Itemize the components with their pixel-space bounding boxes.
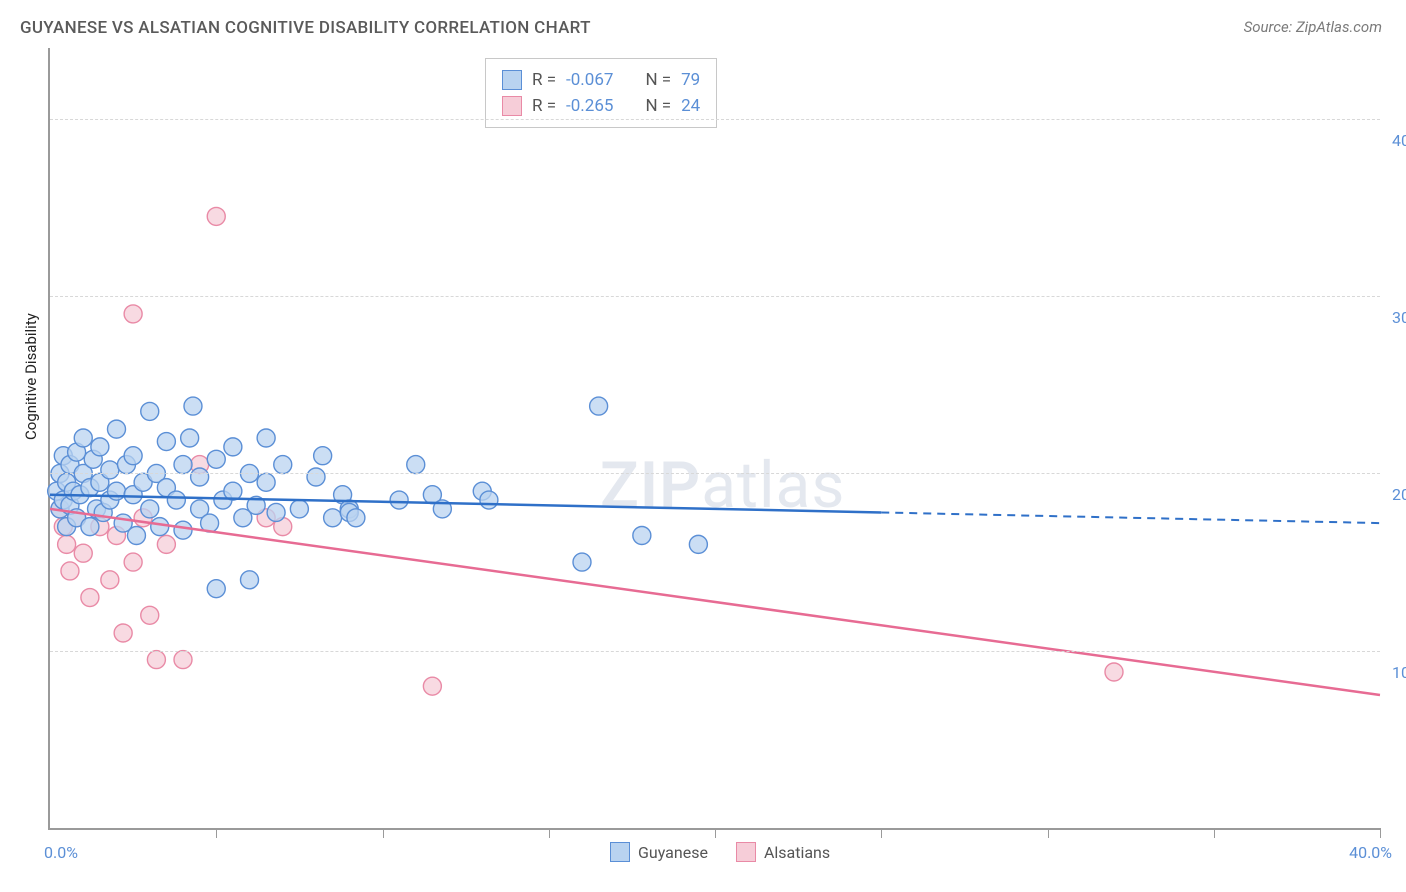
stat-r-label: R = bbox=[532, 67, 556, 93]
stat-r-1: -0.265 bbox=[566, 93, 613, 119]
scatter-point bbox=[207, 207, 225, 225]
gridline bbox=[50, 473, 1380, 474]
x-tick bbox=[881, 828, 882, 838]
scatter-point bbox=[141, 500, 159, 518]
scatter-point bbox=[267, 503, 285, 521]
x-tick bbox=[715, 828, 716, 838]
scatter-point bbox=[81, 589, 99, 607]
scatter-point bbox=[257, 473, 275, 491]
gridline bbox=[50, 651, 1380, 652]
stat-n-1: 24 bbox=[681, 93, 700, 119]
scatter-point bbox=[174, 651, 192, 669]
chart-source: Source: ZipAtlas.com bbox=[1244, 18, 1382, 36]
scatter-point bbox=[181, 429, 199, 447]
legend-item-guyanese: Guyanese bbox=[610, 842, 708, 862]
scatter-point bbox=[307, 468, 325, 486]
scatter-point bbox=[151, 518, 169, 536]
scatter-point bbox=[141, 402, 159, 420]
scatter-point bbox=[689, 535, 707, 553]
scatter-point bbox=[58, 535, 76, 553]
y-tick-label: 10.0% bbox=[1392, 663, 1406, 682]
scatter-point bbox=[224, 438, 242, 456]
scatter-point bbox=[407, 456, 425, 474]
gridline bbox=[50, 296, 1380, 297]
legend-swatch-guyanese bbox=[610, 842, 630, 862]
scatter-point bbox=[101, 461, 119, 479]
scatter-point bbox=[573, 553, 591, 571]
y-tick-label: 40.0% bbox=[1392, 131, 1406, 150]
x-tick bbox=[1380, 828, 1381, 838]
scatter-point bbox=[184, 397, 202, 415]
scatter-point bbox=[124, 447, 142, 465]
plot-area: ZIPatlas R = -0.067 N = 79 R = -0.265 bbox=[48, 48, 1380, 830]
scatter-point bbox=[167, 491, 185, 509]
y-tick-label: 20.0% bbox=[1392, 485, 1406, 504]
trend-line bbox=[50, 509, 1380, 695]
gridline bbox=[50, 119, 1380, 120]
scatter-point bbox=[274, 456, 292, 474]
stat-n-0: 79 bbox=[681, 67, 700, 93]
scatter-point bbox=[480, 491, 498, 509]
y-tick-label: 30.0% bbox=[1392, 308, 1406, 327]
scatter-point bbox=[207, 580, 225, 598]
scatter-point bbox=[241, 571, 259, 589]
stat-row-1: R = -0.265 N = 24 bbox=[502, 93, 700, 119]
x-axis-min: 0.0% bbox=[44, 843, 78, 862]
scatter-point bbox=[390, 491, 408, 509]
trend-line-ext bbox=[881, 512, 1380, 523]
scatter-point bbox=[127, 527, 145, 545]
x-tick bbox=[549, 828, 550, 838]
stat-r-label: R = bbox=[532, 93, 556, 119]
scatter-point bbox=[257, 429, 275, 447]
scatter-point bbox=[141, 606, 159, 624]
stat-row-0: R = -0.067 N = 79 bbox=[502, 67, 700, 93]
scatter-point bbox=[590, 397, 608, 415]
scatter-point bbox=[324, 509, 342, 527]
x-axis-max: 40.0% bbox=[1349, 843, 1392, 862]
legend-swatch-alsatians bbox=[736, 842, 756, 862]
scatter-point bbox=[423, 677, 441, 695]
x-tick bbox=[383, 828, 384, 838]
scatter-point bbox=[61, 562, 79, 580]
stat-legend: R = -0.067 N = 79 R = -0.265 N = 24 bbox=[485, 58, 717, 128]
stat-r-0: -0.067 bbox=[566, 67, 613, 93]
stat-n-label: N = bbox=[645, 67, 671, 93]
bottom-legend: Guyanese Alsatians bbox=[610, 842, 830, 862]
scatter-point bbox=[157, 433, 175, 451]
legend-item-alsatians: Alsatians bbox=[736, 842, 830, 862]
swatch-alsatians bbox=[502, 96, 522, 116]
plot-svg bbox=[50, 48, 1380, 828]
scatter-point bbox=[314, 447, 332, 465]
scatter-point bbox=[91, 438, 109, 456]
y-axis-label: Cognitive Disability bbox=[22, 313, 40, 440]
scatter-point bbox=[633, 527, 651, 545]
legend-label-alsatians: Alsatians bbox=[764, 843, 830, 862]
scatter-point bbox=[207, 450, 225, 468]
scatter-point bbox=[114, 624, 132, 642]
scatter-point bbox=[101, 571, 119, 589]
swatch-guyanese bbox=[502, 70, 522, 90]
scatter-point bbox=[174, 456, 192, 474]
x-tick bbox=[1214, 828, 1215, 838]
scatter-point bbox=[74, 544, 92, 562]
scatter-point bbox=[1105, 663, 1123, 681]
scatter-point bbox=[124, 305, 142, 323]
stat-n-label: N = bbox=[645, 93, 671, 119]
chart-container: GUYANESE VS ALSATIAN COGNITIVE DISABILIT… bbox=[0, 0, 1406, 892]
scatter-point bbox=[147, 651, 165, 669]
scatter-point bbox=[108, 420, 126, 438]
scatter-point bbox=[157, 535, 175, 553]
scatter-point bbox=[174, 521, 192, 539]
x-tick bbox=[1048, 828, 1049, 838]
scatter-point bbox=[347, 509, 365, 527]
x-tick bbox=[216, 828, 217, 838]
scatter-point bbox=[191, 468, 209, 486]
chart-title: GUYANESE VS ALSATIAN COGNITIVE DISABILIT… bbox=[20, 18, 591, 38]
scatter-point bbox=[290, 500, 308, 518]
legend-label-guyanese: Guyanese bbox=[638, 843, 708, 862]
scatter-point bbox=[74, 429, 92, 447]
scatter-point bbox=[81, 518, 99, 536]
scatter-point bbox=[124, 553, 142, 571]
